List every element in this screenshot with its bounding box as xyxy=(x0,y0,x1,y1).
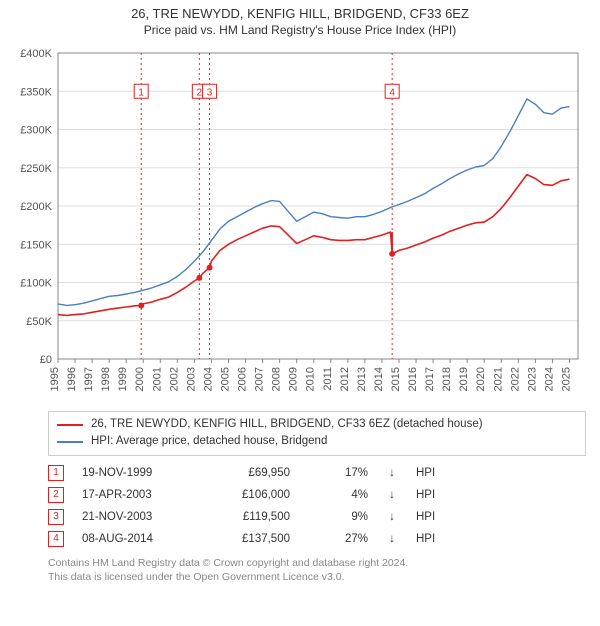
chart-area: £0 £50K £100K £150K £200K £250K £300K £350K £400… xyxy=(10,43,590,403)
svg-text:2019: 2019 xyxy=(458,367,470,391)
legend-item-hpi: HPI: Average price, detached house, Brid… xyxy=(57,433,577,450)
sale-vs: HPI xyxy=(416,533,435,545)
svg-text:2010: 2010 xyxy=(305,367,317,391)
sale-pct: 27% xyxy=(308,533,368,545)
svg-text:1997: 1997 xyxy=(83,367,95,391)
svg-text:4: 4 xyxy=(389,87,395,98)
svg-text:2014: 2014 xyxy=(373,367,385,391)
sale-vs: HPI xyxy=(416,489,435,501)
svg-text:3: 3 xyxy=(207,87,213,98)
svg-text:2000: 2000 xyxy=(134,367,146,391)
sale-marker-4: 4 xyxy=(48,531,64,547)
svg-text:2020: 2020 xyxy=(475,367,487,391)
svg-text:1999: 1999 xyxy=(117,367,129,391)
svg-text:2013: 2013 xyxy=(356,367,368,391)
svg-text:£400K: £400K xyxy=(20,48,52,60)
sale-marker-2: 2 xyxy=(48,487,64,503)
svg-text:2018: 2018 xyxy=(441,367,453,391)
svg-text:2012: 2012 xyxy=(339,367,351,391)
sale-price: £137,500 xyxy=(210,533,290,545)
sale-price: £119,500 xyxy=(210,511,290,523)
svg-text:£250K: £250K xyxy=(20,163,52,175)
svg-text:2008: 2008 xyxy=(271,367,283,391)
svg-text:£0: £0 xyxy=(40,354,52,366)
sales-row: 4 08-AUG-2014 £137,500 27% ↓ HPI xyxy=(48,528,586,550)
svg-text:£200K: £200K xyxy=(20,201,52,213)
sale-marker-1: 1 xyxy=(48,465,64,481)
svg-text:£350K: £350K xyxy=(20,86,52,98)
down-arrow-icon: ↓ xyxy=(386,489,398,501)
svg-text:2001: 2001 xyxy=(151,367,163,391)
sale-date: 19-NOV-1999 xyxy=(82,467,192,479)
sales-row: 2 17-APR-2003 £106,000 4% ↓ HPI xyxy=(48,484,586,506)
svg-text:2025: 2025 xyxy=(560,367,572,391)
svg-text:£100K: £100K xyxy=(20,278,52,290)
sale-price: £106,000 xyxy=(210,489,290,501)
svg-text:2011: 2011 xyxy=(322,367,334,391)
svg-text:£50K: £50K xyxy=(26,316,52,328)
legend-swatch-price-paid xyxy=(57,424,83,426)
svg-text:2024: 2024 xyxy=(543,367,555,391)
sales-table: 1 19-NOV-1999 £69,950 17% ↓ HPI 2 17-APR… xyxy=(48,462,586,550)
down-arrow-icon: ↓ xyxy=(386,467,398,479)
svg-text:2005: 2005 xyxy=(219,367,231,391)
svg-text:2015: 2015 xyxy=(390,367,402,391)
legend-label-price-paid: 26, TRE NEWYDD, KENFIG HILL, BRIDGEND, C… xyxy=(91,416,483,433)
svg-text:2: 2 xyxy=(197,87,203,98)
svg-text:1995: 1995 xyxy=(49,367,61,391)
svg-text:£150K: £150K xyxy=(20,239,52,251)
down-arrow-icon: ↓ xyxy=(386,511,398,523)
svg-text:2007: 2007 xyxy=(254,367,266,391)
sale-vs: HPI xyxy=(416,467,435,479)
legend-item-price-paid: 26, TRE NEWYDD, KENFIG HILL, BRIDGEND, C… xyxy=(57,416,577,433)
svg-text:2023: 2023 xyxy=(526,367,538,391)
svg-text:2017: 2017 xyxy=(424,367,436,391)
sale-vs: HPI xyxy=(416,511,435,523)
sale-pct: 4% xyxy=(308,489,368,501)
sale-pct: 17% xyxy=(308,467,368,479)
chart-subtitle: Price paid vs. HM Land Registry's House … xyxy=(0,23,600,37)
svg-text:1: 1 xyxy=(138,87,144,98)
svg-text:2006: 2006 xyxy=(237,367,249,391)
sale-date: 17-APR-2003 xyxy=(82,489,192,501)
svg-text:£300K: £300K xyxy=(20,125,52,137)
down-arrow-icon: ↓ xyxy=(386,533,398,545)
footer-line-2: This data is licensed under the Open Gov… xyxy=(48,570,586,584)
sale-marker-3: 3 xyxy=(48,509,64,525)
svg-text:2021: 2021 xyxy=(492,367,504,391)
sale-date: 08-AUG-2014 xyxy=(82,533,192,545)
footer-line-1: Contains HM Land Registry data © Crown c… xyxy=(48,556,586,570)
legend-swatch-hpi xyxy=(57,441,83,443)
chart-title: 26, TRE NEWYDD, KENFIG HILL, BRIDGEND, C… xyxy=(0,6,600,21)
legend-box: 26, TRE NEWYDD, KENFIG HILL, BRIDGEND, C… xyxy=(48,411,586,456)
sale-pct: 9% xyxy=(308,511,368,523)
footer-attribution: Contains HM Land Registry data © Crown c… xyxy=(48,556,586,584)
sale-date: 21-NOV-2003 xyxy=(82,511,192,523)
svg-text:1998: 1998 xyxy=(100,367,112,391)
svg-text:2016: 2016 xyxy=(407,367,419,391)
svg-text:2003: 2003 xyxy=(185,367,197,391)
sale-price: £69,950 xyxy=(210,467,290,479)
sales-row: 3 21-NOV-2003 £119,500 9% ↓ HPI xyxy=(48,506,586,528)
sales-row: 1 19-NOV-1999 £69,950 17% ↓ HPI xyxy=(48,462,586,484)
svg-text:2009: 2009 xyxy=(288,367,300,391)
legend-label-hpi: HPI: Average price, detached house, Brid… xyxy=(91,433,327,450)
svg-text:2022: 2022 xyxy=(509,367,521,391)
svg-text:1996: 1996 xyxy=(66,367,78,391)
svg-text:2004: 2004 xyxy=(202,367,214,391)
chart-svg: £0 £50K £100K £150K £200K £250K £300K £350K £400… xyxy=(10,43,590,403)
svg-text:2002: 2002 xyxy=(168,367,180,391)
